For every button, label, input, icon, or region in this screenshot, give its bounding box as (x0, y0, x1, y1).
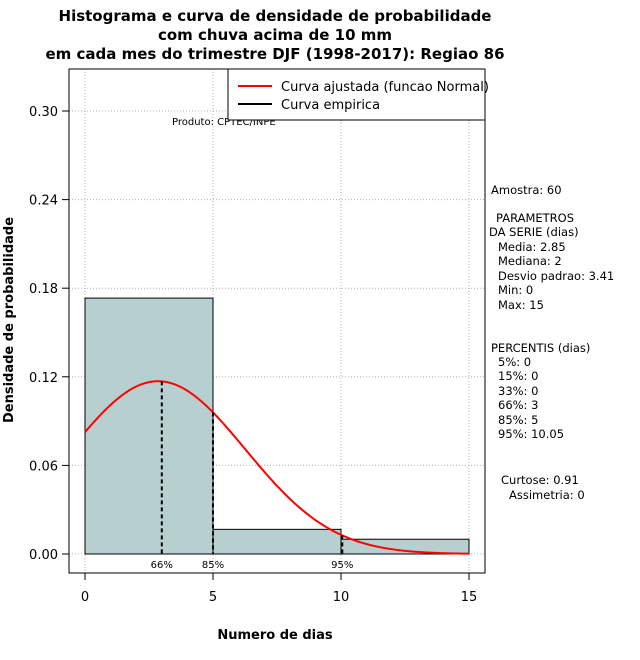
stat-min: Min: 0 (498, 283, 534, 297)
x-tick-label: 0 (81, 590, 89, 605)
histogram-bar-2 (340, 538, 470, 555)
x-axis: 0 5 10 15 (81, 572, 478, 605)
stats-sample: Amostra: 60 (491, 183, 562, 197)
pct-15: 15%: 0 (498, 369, 539, 383)
normal-curve (84, 380, 470, 555)
percentile-lines: 66% 85% 95% (151, 381, 353, 571)
x-tick-label: 15 (461, 590, 478, 605)
y-tick-label: 0.12 (29, 371, 58, 386)
y-tick-label: 0.30 (29, 105, 58, 120)
stat-mean: Media: 2.85 (498, 240, 566, 254)
histogram-bars (84, 297, 470, 555)
percentile-label-0: 66% (151, 560, 173, 571)
x-axis-label: Numero de dias (217, 628, 333, 643)
x-tick-label: 10 (333, 590, 350, 605)
stat-kurtosis: Curtose: 0.91 (501, 473, 579, 487)
pct-66: 66%: 3 (498, 398, 539, 412)
title-line-1: Histograma e curva de densidade de proba… (59, 7, 492, 25)
stat-skewness: Assimetria: 0 (509, 488, 585, 502)
title-line-2: com chuva acima de 10 mm (158, 26, 392, 44)
percentile-label-2: 95% (331, 560, 353, 571)
y-axis-label: Densidade de probabilidade (2, 217, 17, 423)
pct-5: 5%: 0 (498, 355, 532, 369)
stat-median: Mediana: 2 (498, 254, 562, 268)
stat-max: Max: 15 (498, 298, 544, 312)
chart-title: Histograma e curva de densidade de proba… (45, 7, 504, 63)
legend-label-empirical: Curva empirica (281, 98, 380, 113)
legend-label-fitted: Curva ajustada (funcao Normal) (281, 80, 489, 95)
y-tick-label: 0.18 (29, 282, 58, 297)
stat-stdev: Desvio padrao: 3.41 (498, 269, 615, 283)
y-tick-label: 0.06 (29, 459, 58, 474)
product-credit: Produto: CPTEC/INPE (172, 117, 276, 128)
percentile-label-1: 85% (202, 560, 224, 571)
histogram-bar-0 (84, 297, 214, 555)
pct-85: 85%: 5 (498, 413, 539, 427)
legend-box (227, 68, 486, 121)
params-title-2: DA SERIE (dias) (489, 225, 579, 239)
histogram-bar-1 (212, 528, 342, 555)
legend: Curva ajustada (funcao Normal) Curva emp… (227, 68, 489, 121)
y-tick-label: 0.24 (29, 194, 58, 209)
params-title-1: PARAMETROS (496, 211, 575, 225)
pct-33: 33%: 0 (498, 384, 539, 398)
y-axis: 0.00 0.06 0.12 0.18 0.24 0.30 (29, 105, 69, 563)
x-tick-label: 5 (209, 590, 217, 605)
y-tick-label: 0.00 (29, 548, 58, 563)
pct-95: 95%: 10.05 (498, 427, 565, 441)
percentiles-title: PERCENTIS (dias) (491, 341, 591, 355)
title-line-3: em cada mes do trimestre DJF (1998-2017)… (45, 45, 504, 63)
